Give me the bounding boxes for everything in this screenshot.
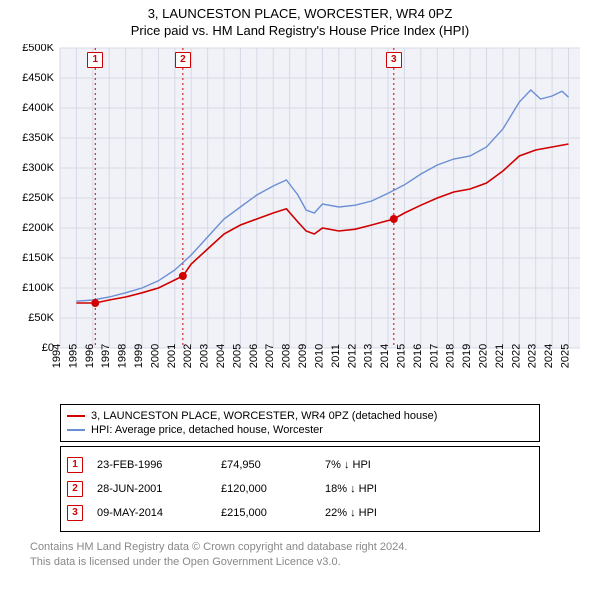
y-tick-label: £50K <box>28 312 54 324</box>
x-tick-label: 2016 <box>412 344 424 368</box>
chart-title: 3, LAUNCESTON PLACE, WORCESTER, WR4 0PZ … <box>0 0 600 40</box>
sale-delta: 22% ↓ HPI <box>325 507 435 519</box>
x-tick-label: 2004 <box>215 344 227 368</box>
chart: £0£50K£100K£150K£200K£250K£300K£350K£400… <box>0 44 600 394</box>
legend-label: HPI: Average price, detached house, Worc… <box>91 424 323 436</box>
legend-swatch <box>67 415 85 417</box>
x-tick-label: 2018 <box>445 344 457 368</box>
sale-price: £215,000 <box>221 507 311 519</box>
sale-date: 09-MAY-2014 <box>97 507 207 519</box>
sale-price: £120,000 <box>221 483 311 495</box>
page: 3, LAUNCESTON PLACE, WORCESTER, WR4 0PZ … <box>0 0 600 590</box>
x-tick-label: 2007 <box>264 344 276 368</box>
x-tick-label: 2023 <box>527 344 539 368</box>
sale-marker-dot <box>179 272 187 280</box>
sale-marker-box: 2 <box>175 52 191 68</box>
title-line-2: Price paid vs. HM Land Registry's House … <box>0 23 600 40</box>
x-tick-label: 2019 <box>461 344 473 368</box>
attribution-line-1: Contains HM Land Registry data © Crown c… <box>30 540 570 555</box>
sales-table: 1 23-FEB-1996 £74,950 7% ↓ HPI 2 28-JUN-2001 £… <box>60 446 540 532</box>
sale-marker-box: 1 <box>87 52 103 68</box>
x-tick-label: 2002 <box>182 344 194 368</box>
x-tick-label: 2021 <box>494 344 506 368</box>
x-tick-label: 2011 <box>330 344 342 368</box>
sale-marker-box: 3 <box>386 52 402 68</box>
x-tick-label: 2020 <box>477 344 489 368</box>
y-tick-label: £350K <box>22 132 54 144</box>
legend-item: 3, LAUNCESTON PLACE, WORCESTER, WR4 0PZ … <box>67 409 533 423</box>
sale-row-marker: 3 <box>67 505 83 521</box>
y-tick-label: £300K <box>22 162 54 174</box>
x-tick-label: 2001 <box>166 344 178 368</box>
x-tick-label: 2008 <box>281 344 293 368</box>
attribution: Contains HM Land Registry data © Crown c… <box>30 540 570 570</box>
sale-delta: 18% ↓ HPI <box>325 483 435 495</box>
x-tick-label: 2024 <box>543 344 555 368</box>
sale-marker-dot <box>91 299 99 307</box>
x-tick-label: 2006 <box>248 344 260 368</box>
y-tick-label: £150K <box>22 252 54 264</box>
x-tick-label: 1996 <box>84 344 96 368</box>
x-tick-label: 2025 <box>560 344 572 368</box>
x-tick-label: 2009 <box>297 344 309 368</box>
chart-svg: £0£50K£100K£150K£200K£250K£300K£350K£400… <box>0 44 600 394</box>
y-tick-label: £200K <box>22 222 54 234</box>
x-tick-label: 1998 <box>117 344 129 368</box>
sale-row: 2 28-JUN-2001 £120,000 18% ↓ HPI <box>67 477 533 501</box>
x-tick-label: 2015 <box>395 344 407 368</box>
x-tick-label: 2012 <box>346 344 358 368</box>
y-tick-label: £100K <box>22 282 54 294</box>
x-tick-label: 1999 <box>133 344 145 368</box>
x-tick-label: 2005 <box>231 344 243 368</box>
x-tick-label: 2022 <box>510 344 522 368</box>
sale-row-marker: 2 <box>67 481 83 497</box>
sale-date: 23-FEB-1996 <box>97 459 207 471</box>
y-tick-label: £250K <box>22 192 54 204</box>
x-tick-label: 2014 <box>379 344 391 368</box>
x-tick-label: 2000 <box>149 344 161 368</box>
y-tick-label: £500K <box>22 44 54 54</box>
title-line-1: 3, LAUNCESTON PLACE, WORCESTER, WR4 0PZ <box>0 6 600 23</box>
x-tick-label: 1994 <box>51 344 63 368</box>
y-tick-label: £450K <box>22 72 54 84</box>
sale-row: 3 09-MAY-2014 £215,000 22% ↓ HPI <box>67 501 533 525</box>
x-tick-label: 2013 <box>363 344 375 368</box>
legend-swatch <box>67 429 85 431</box>
sale-date: 28-JUN-2001 <box>97 483 207 495</box>
attribution-line-2: This data is licensed under the Open Gov… <box>30 555 570 570</box>
legend-item: HPI: Average price, detached house, Worc… <box>67 423 533 437</box>
legend: 3, LAUNCESTON PLACE, WORCESTER, WR4 0PZ … <box>60 404 540 442</box>
x-tick-label: 1995 <box>67 344 79 368</box>
x-tick-label: 1997 <box>100 344 112 368</box>
sale-row-marker: 1 <box>67 457 83 473</box>
sale-price: £74,950 <box>221 459 311 471</box>
x-tick-label: 2010 <box>313 344 325 368</box>
sale-delta: 7% ↓ HPI <box>325 459 435 471</box>
legend-label: 3, LAUNCESTON PLACE, WORCESTER, WR4 0PZ … <box>91 410 437 422</box>
x-tick-label: 2017 <box>428 344 440 368</box>
sale-row: 1 23-FEB-1996 £74,950 7% ↓ HPI <box>67 453 533 477</box>
x-tick-label: 2003 <box>199 344 211 368</box>
y-tick-label: £400K <box>22 102 54 114</box>
sale-marker-dot <box>390 215 398 223</box>
